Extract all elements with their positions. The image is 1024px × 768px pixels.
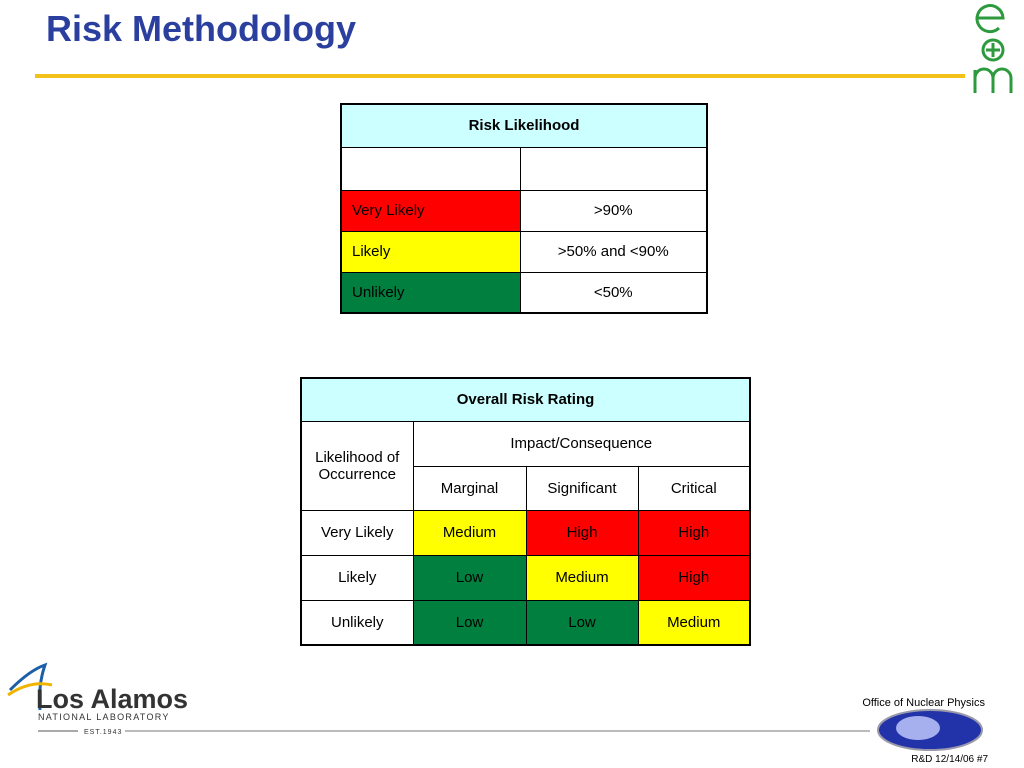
empty-cell (519, 146, 708, 191)
risk-rating-table: Overall Risk Rating Likelihood of Occurr… (300, 377, 751, 646)
likelihood-label: Unlikely (340, 271, 521, 314)
lab-established: EST.1943 (84, 729, 122, 736)
office-name: Office of Nuclear Physics (862, 697, 985, 709)
likelihood-table: Risk Likelihood Very Likely >90% Likely >50… (340, 103, 709, 314)
rating-cell: High (637, 509, 751, 556)
table-row: Unlikely Low Low Medium (300, 599, 751, 646)
slide-ref: R&D 12/14/06 #7 (911, 754, 988, 765)
likelihood-range: <50% (519, 271, 708, 314)
rating-cell: Medium (412, 509, 527, 556)
lab-name: Los Alamos (36, 684, 188, 714)
table-row: Likely >50% and <90% (340, 230, 708, 273)
table-row: Very Likely Medium High High (300, 509, 751, 556)
table-title: Risk Likelihood (340, 103, 708, 148)
column-group: Impact/Consequence (412, 420, 751, 467)
empty-cell (340, 146, 521, 191)
rating-cell: Low (525, 599, 639, 646)
rating-cell: High (525, 509, 639, 556)
likelihood-label: Likely (340, 230, 521, 273)
footer: Los Alamos NATIONAL LABORATORY EST.1943 … (7, 662, 988, 765)
row-label: Unlikely (300, 599, 414, 646)
table-title: Overall Risk Rating (300, 377, 751, 422)
table-row: Very Likely >90% (340, 189, 708, 232)
column-header: Marginal (412, 465, 527, 511)
slide-title: Risk Methodology (46, 8, 357, 49)
rating-cell: Medium (637, 599, 751, 646)
rating-cell: High (637, 554, 751, 601)
lab-subtitle: NATIONAL LABORATORY (38, 712, 170, 722)
row-label: Very Likely (300, 509, 414, 556)
table-row: Likely Low Medium High (300, 554, 751, 601)
table-row: Unlikely <50% (340, 271, 708, 314)
column-header: Significant (525, 465, 639, 511)
likelihood-range: >90% (519, 189, 708, 232)
rating-cell: Medium (525, 554, 639, 601)
title-rule (35, 74, 965, 78)
eam-logo (973, 4, 1013, 93)
rating-cell: Low (412, 554, 527, 601)
likelihood-label: Very Likely (340, 189, 521, 232)
likelihood-range: >50% and <90% (519, 230, 708, 273)
column-header: Critical (637, 465, 751, 511)
rating-cell: Low (412, 599, 527, 646)
row-header: Likelihood of Occurrence (300, 420, 414, 511)
row-label: Likely (300, 554, 414, 601)
